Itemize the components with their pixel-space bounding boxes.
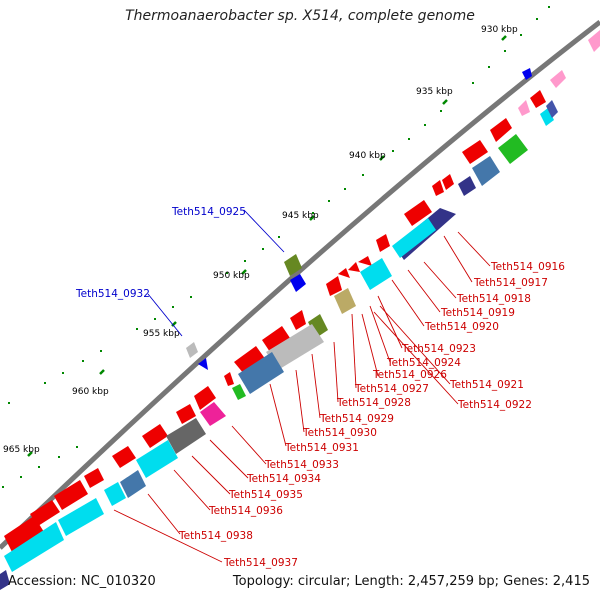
gene-label[interactable]: Teth514_0922 — [457, 399, 532, 411]
gene-label[interactable]: Teth514_0917 — [473, 277, 548, 289]
gene-label[interactable]: Teth514_0931 — [284, 442, 359, 454]
gene-label[interactable]: Teth514_0921 — [449, 379, 524, 391]
gene-label[interactable]: Teth514_0916 — [490, 261, 565, 273]
callout-lines-blue — [147, 209, 285, 337]
gene-label-highlight[interactable]: Teth514_0925 — [171, 206, 246, 218]
gene-label[interactable]: Teth514_0936 — [208, 505, 283, 517]
map-title: Thermoanaerobacter sp. X514, complete ge… — [125, 8, 475, 24]
colored-features — [0, 100, 558, 590]
gene-label[interactable]: Teth514_0930 — [302, 427, 377, 439]
tick-dots — [2, 6, 550, 488]
kbp-label-935: 935 kbp — [416, 87, 453, 97]
kbp-label-950: 950 kbp — [213, 271, 250, 281]
kbp-label-960: 960 kbp — [72, 387, 109, 397]
genome-backbone — [0, 20, 600, 550]
gene-label[interactable]: Teth514_0937 — [223, 557, 298, 569]
gene-label[interactable]: Teth514_0929 — [319, 413, 394, 425]
callout-lines — [113, 231, 491, 563]
gene-label[interactable]: Teth514_0928 — [336, 397, 411, 409]
kbp-ticks — [27, 35, 507, 457]
outer-strand-features — [186, 30, 600, 370]
kbp-label-955: 955 kbp — [143, 329, 180, 339]
gene-label[interactable]: Teth514_0923 — [401, 343, 476, 355]
gene-label[interactable]: Teth514_0938 — [178, 530, 253, 542]
topology-label: Topology: circular; Length: 2,457,259 bp… — [232, 574, 590, 589]
gene-label[interactable]: Teth514_0924 — [386, 357, 461, 369]
gene-label[interactable]: Teth514_0919 — [440, 307, 515, 319]
kbp-label-940: 940 kbp — [349, 151, 386, 161]
gene-label-highlight[interactable]: Teth514_0932 — [75, 288, 150, 300]
kbp-label-965: 965 kbp — [3, 445, 40, 455]
gene-label[interactable]: Teth514_0934 — [246, 473, 321, 485]
kbp-label-930: 930 kbp — [481, 25, 518, 35]
gene-label[interactable]: Teth514_0933 — [264, 459, 339, 471]
gene-label[interactable]: Teth514_0935 — [228, 489, 303, 501]
cds-arrows — [4, 90, 546, 552]
gene-label[interactable]: Teth514_0918 — [456, 293, 531, 305]
gene-label[interactable]: Teth514_0927 — [354, 383, 429, 395]
accession-label: Accession: NC_010320 — [8, 574, 156, 589]
gene-label[interactable]: Teth514_0920 — [424, 321, 499, 333]
gene-label[interactable]: Teth514_0926 — [372, 369, 447, 381]
kbp-label-945: 945 kbp — [282, 211, 319, 221]
